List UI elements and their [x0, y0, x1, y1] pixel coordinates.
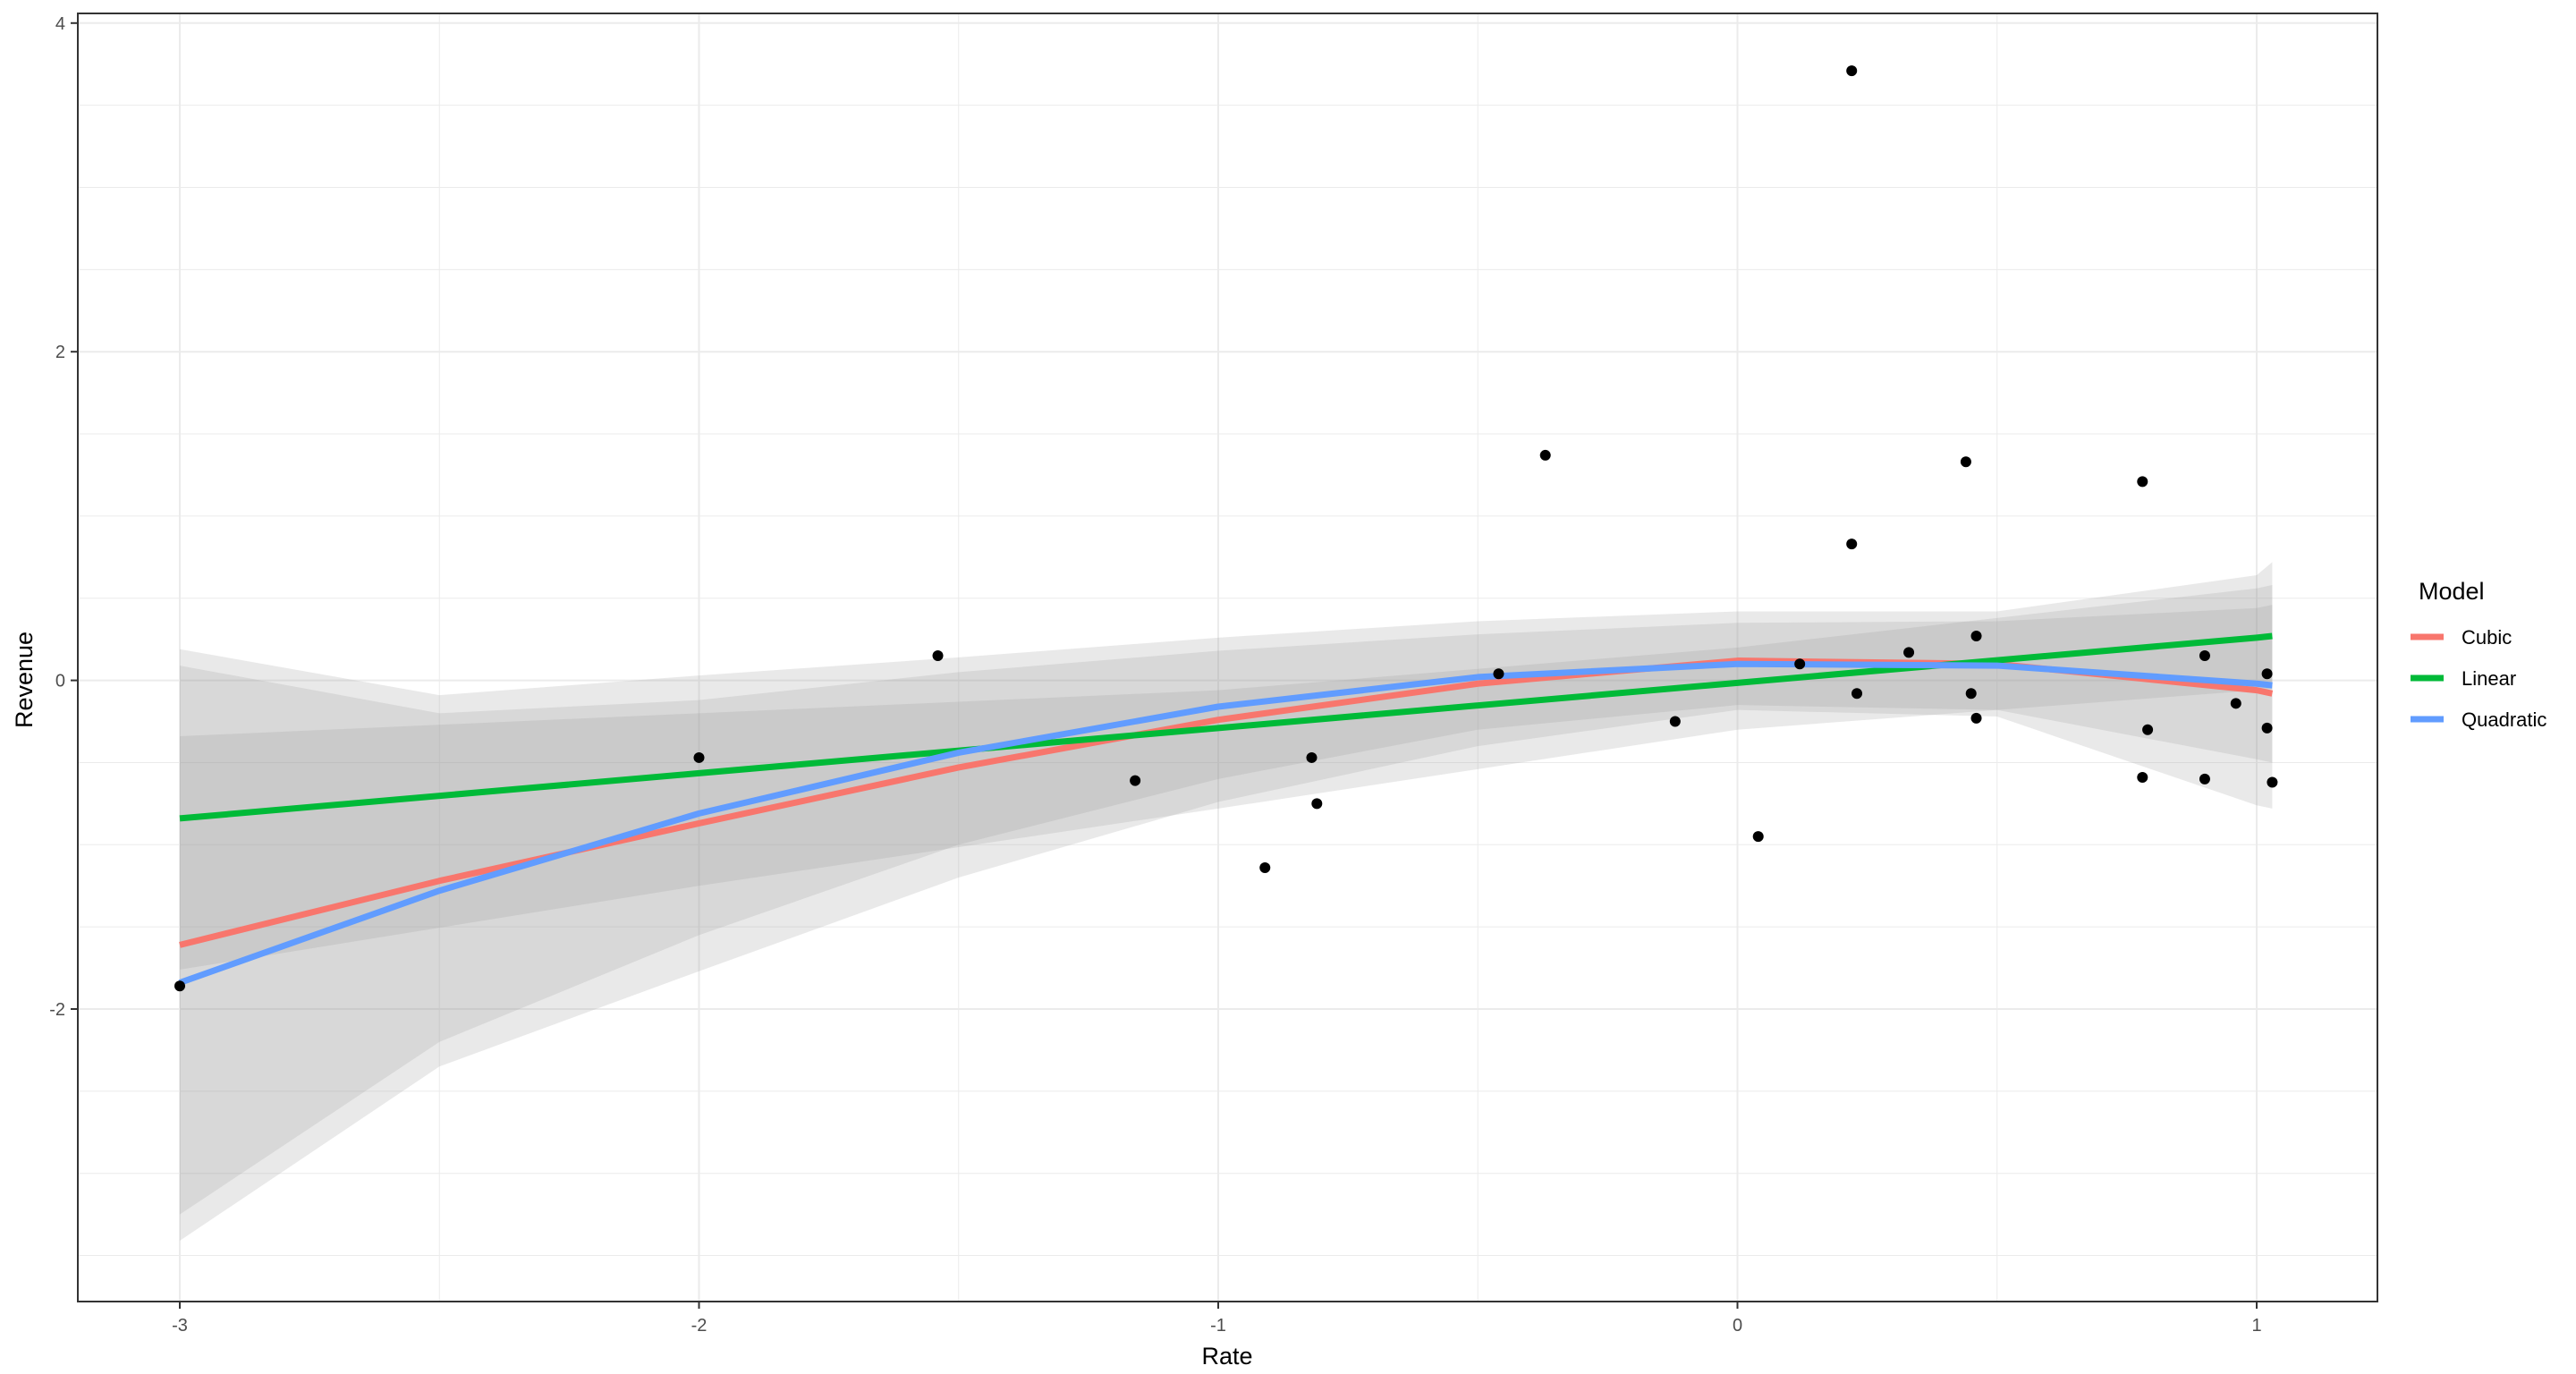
data-point	[1752, 831, 1764, 843]
confidence-band-cubic	[180, 562, 2273, 1242]
data-point	[2199, 650, 2210, 662]
x-tick-label: -3	[172, 1316, 188, 1336]
data-point	[1259, 862, 1271, 874]
axis-ticks: -3 -2 -1 0 1 -2 0 2 4	[49, 14, 2261, 1336]
data-point	[1852, 688, 1863, 700]
data-point	[2137, 476, 2148, 488]
data-points	[174, 65, 2278, 992]
data-point	[1311, 798, 1323, 810]
data-point	[1493, 668, 1504, 680]
x-tick-label: 0	[1733, 1316, 1742, 1336]
data-point	[2199, 773, 2210, 785]
data-point	[2267, 776, 2278, 788]
legend: Model Cubic Linear Quadratic	[2411, 578, 2546, 731]
y-tick-label: 4	[55, 14, 65, 34]
data-point	[1794, 658, 1806, 670]
data-point	[174, 980, 185, 992]
legend-label-linear: Linear	[2462, 667, 2516, 690]
data-point	[1130, 775, 1141, 786]
data-point	[1965, 688, 1977, 700]
data-point	[1960, 456, 1971, 468]
y-tick-label: 2	[55, 343, 65, 362]
legend-label-quadratic: Quadratic	[2462, 708, 2546, 731]
data-point	[1306, 751, 1318, 763]
x-tick-label: 1	[2251, 1316, 2261, 1336]
data-point	[1846, 65, 1858, 77]
y-axis-title: Revenue	[11, 632, 38, 728]
fit-line-quadratic	[178, 660, 2273, 986]
data-point	[932, 650, 944, 662]
data-point	[693, 751, 705, 763]
data-point	[2137, 771, 2148, 783]
data-point	[1669, 716, 1681, 727]
data-point	[1970, 631, 1982, 642]
x-tick-label: -1	[1210, 1316, 1226, 1336]
data-point	[2142, 724, 2154, 735]
data-point	[1903, 647, 1915, 658]
fit-line-linear	[179, 632, 2273, 822]
data-point	[2261, 668, 2273, 680]
data-point	[1539, 449, 1551, 461]
x-tick-label: -2	[691, 1316, 708, 1336]
plot-panel-border	[77, 13, 2378, 1302]
data-point	[2230, 698, 2241, 709]
legend-title: Model	[2419, 578, 2485, 605]
legend-label-cubic: Cubic	[2462, 626, 2512, 649]
y-tick-label: 0	[55, 672, 65, 691]
data-point	[2261, 722, 2273, 734]
data-point	[1970, 712, 1982, 724]
fit-lines	[178, 632, 2274, 986]
data-point	[1846, 539, 1858, 550]
y-tick-label: -2	[49, 1000, 65, 1020]
x-axis-title: Rate	[1201, 1343, 1252, 1370]
